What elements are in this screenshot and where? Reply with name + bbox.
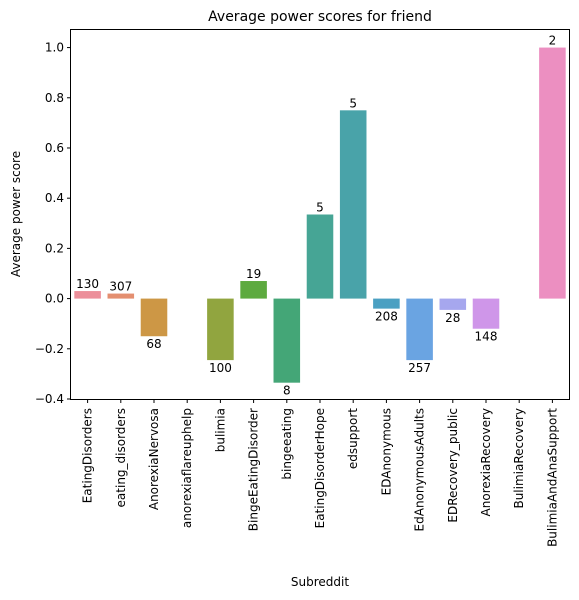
bar-label: 148	[475, 330, 498, 344]
x-axis: EatingDisorders eating_disorders AnorexiaN…	[81, 399, 559, 547]
bar	[107, 293, 135, 299]
bar-label: 19	[246, 267, 261, 281]
y-tick-label: 0.2	[45, 241, 64, 255]
bar	[273, 298, 301, 383]
bar-label: 28	[445, 311, 460, 325]
x-tick-label: EatingDisorderHope	[313, 408, 327, 528]
y-tick-label: 0.6	[45, 141, 64, 155]
bar-label: 5	[349, 96, 357, 110]
y-tick-label: 0.4	[45, 191, 64, 205]
x-tick-label: BulimiaRecovery	[512, 408, 526, 509]
bar	[339, 110, 367, 299]
x-tick-label: edsupport	[346, 408, 360, 469]
bar	[306, 214, 334, 299]
x-tick-label: eating_disorders	[114, 408, 128, 507]
bar-label: 307	[109, 280, 132, 294]
y-tick-label: 1.0	[45, 41, 64, 55]
x-tick-label: EdAnonymousAdults	[413, 408, 427, 531]
bar	[373, 298, 400, 309]
bar-label: 130	[76, 277, 99, 291]
x-tick-label: BingeEatingDisorder	[247, 408, 261, 531]
y-tick-label: 0.0	[45, 292, 64, 306]
bar-label: 68	[146, 337, 161, 351]
y-tick-label: −0.4	[35, 392, 64, 406]
bar-label: 2	[549, 34, 557, 48]
bar	[74, 291, 101, 299]
x-tick-label: BulimiaAndAnaSupport	[545, 408, 559, 547]
bar-label: 257	[408, 361, 431, 375]
bar-label: 8	[283, 384, 291, 398]
x-tick-label: EDRecovery_public	[446, 408, 460, 523]
x-axis-label: Subreddit	[291, 575, 349, 589]
bar	[207, 298, 234, 361]
x-tick-label: EDAnonymous	[379, 408, 393, 495]
y-axis-label: Average power score	[9, 151, 23, 277]
bar	[472, 298, 500, 329]
bar-label: 5	[316, 201, 324, 215]
y-tick-label: 0.8	[45, 91, 64, 105]
bar	[539, 47, 566, 299]
bar	[140, 298, 168, 337]
bar	[406, 298, 433, 361]
y-tick-label: −0.2	[35, 342, 64, 356]
bar	[240, 281, 267, 299]
bars-group	[74, 47, 566, 383]
x-tick-label: AnorexiaNervosa	[147, 408, 161, 510]
chart-title: Average power scores for friend	[208, 9, 432, 25]
x-tick-label: EatingDisorders	[81, 408, 95, 503]
bar-label: 100	[209, 361, 232, 375]
x-tick-label: anorexiaflareuphelp	[180, 408, 194, 528]
x-tick-label: bingeeating	[280, 408, 294, 480]
bar-labels-group: 130 307 68 100 19 8 5 5 208 257 28 148 2	[76, 34, 556, 398]
y-axis: −0.4 −0.2 0.0 0.2 0.4 0.6 0.8 1.0	[35, 41, 71, 406]
bar	[439, 298, 467, 310]
bar-label: 208	[375, 310, 398, 324]
x-tick-label: bulimia	[213, 408, 227, 452]
x-tick-label: AnorexiaRecovery	[479, 408, 493, 516]
